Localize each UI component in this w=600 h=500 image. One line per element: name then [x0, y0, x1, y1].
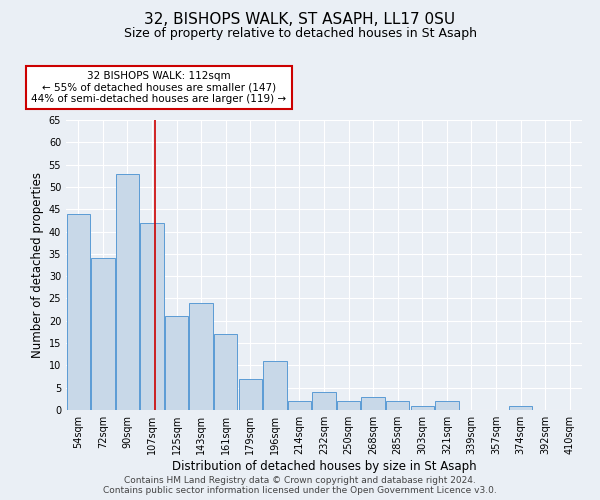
Bar — [288, 401, 311, 410]
Bar — [361, 396, 385, 410]
Text: 32 BISHOPS WALK: 112sqm
← 55% of detached houses are smaller (147)
44% of semi-d: 32 BISHOPS WALK: 112sqm ← 55% of detache… — [31, 71, 287, 104]
Bar — [67, 214, 90, 410]
Bar — [313, 392, 335, 410]
Bar — [239, 379, 262, 410]
Bar — [435, 401, 458, 410]
Bar — [410, 406, 434, 410]
Bar — [190, 303, 213, 410]
Bar — [509, 406, 532, 410]
Bar — [165, 316, 188, 410]
Text: 32, BISHOPS WALK, ST ASAPH, LL17 0SU: 32, BISHOPS WALK, ST ASAPH, LL17 0SU — [145, 12, 455, 28]
Bar — [116, 174, 139, 410]
Text: Size of property relative to detached houses in St Asaph: Size of property relative to detached ho… — [124, 28, 476, 40]
Bar — [214, 334, 238, 410]
Text: Contains HM Land Registry data © Crown copyright and database right 2024.
Contai: Contains HM Land Registry data © Crown c… — [103, 476, 497, 495]
Y-axis label: Number of detached properties: Number of detached properties — [31, 172, 44, 358]
Bar — [337, 401, 360, 410]
Bar — [386, 401, 409, 410]
Bar — [263, 361, 287, 410]
X-axis label: Distribution of detached houses by size in St Asaph: Distribution of detached houses by size … — [172, 460, 476, 473]
Bar — [91, 258, 115, 410]
Bar — [140, 222, 164, 410]
